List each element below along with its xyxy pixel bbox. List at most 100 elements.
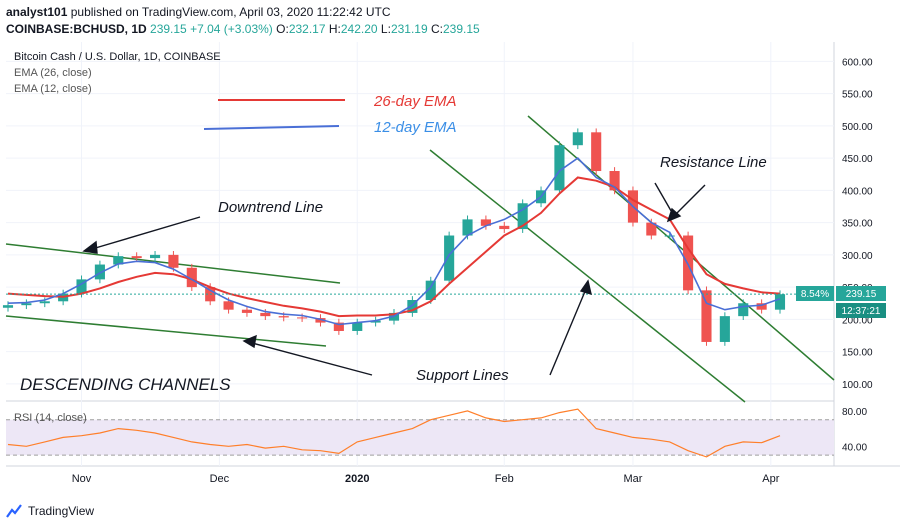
price-tick-label: 600.00 [842,57,873,68]
resistance-arrowhead [666,207,682,223]
symbol-label[interactable]: COINBASE:BCHUSD, 1D [6,22,147,36]
footer: TradingView [0,500,300,524]
legend-ema26[interactable]: EMA (26, close) [14,67,92,79]
change-badge-text: 8.54% [801,289,829,300]
candle-body[interactable] [407,300,418,313]
price-axis[interactable]: 600.00 550.00 500.00 450.00 400.00 350.00 300.… [842,57,873,391]
price-tick-label: 350.00 [842,219,873,230]
candle-body[interactable] [352,322,363,331]
candle-body[interactable] [756,303,767,310]
change-badge [796,286,834,301]
price-tick-label: 200.00 [842,315,873,326]
open-value: 232.17 [288,22,326,36]
time-tick-label: Mar [623,473,642,485]
candle-body[interactable] [646,222,657,236]
price-tick-label: 500.00 [842,122,873,133]
support-arrow-right [549,288,587,376]
candle-body[interactable] [444,235,455,281]
candle-body[interactable] [113,256,124,265]
candle-body[interactable] [223,301,234,310]
rsi-series[interactable] [7,408,781,458]
candle-body[interactable] [94,264,105,280]
candle-body[interactable] [499,225,510,230]
price-tick-label: 150.00 [842,348,873,359]
ema12-series[interactable] [7,157,781,326]
grid [6,42,834,466]
time-tick-label: Feb [495,473,514,485]
downtrend-arrowhead [82,240,98,254]
candle-body[interactable] [480,219,491,226]
candle-body[interactable] [517,203,528,230]
candle-body[interactable] [149,254,161,259]
lower-channel-line[interactable] [5,315,327,347]
support-arrowhead-right [579,279,592,296]
price-tick-label: 100.00 [842,380,873,391]
candle-body[interactable] [39,301,50,304]
legend-ema12[interactable]: EMA (12, close) [14,83,92,95]
candle-body[interactable] [664,235,675,237]
time-tick-label: 2020 [345,473,369,485]
high-value: 242.20 [340,22,378,36]
price-pane[interactable] [6,42,834,400]
open-label: O: [276,22,289,36]
ohlc-line: COINBASE:BCHUSD, 1D 239.15 +7.04 (+3.03%… [6,22,480,36]
brand-label[interactable]: TradingView [28,504,95,518]
time-axis[interactable]: Nov Dec 2020 Feb Mar Apr [72,473,780,485]
candle-body[interactable] [297,317,308,319]
countdown-badge [836,303,886,318]
ema26-series[interactable] [7,176,781,318]
high-label: H: [328,22,341,36]
candle-body[interactable] [21,303,32,306]
candle-body[interactable] [701,290,712,342]
candle-body[interactable] [131,256,142,259]
candle-body[interactable] [260,312,271,317]
resistance-arrow [673,184,706,217]
candle-body[interactable] [333,322,344,331]
resistance-label: Resistance Line [660,154,767,171]
candle-body[interactable] [719,316,730,342]
candle-body[interactable] [168,254,179,268]
candle-body[interactable] [572,132,583,146]
candle-body[interactable] [591,132,602,172]
rsi-legend[interactable]: RSI (14, close) [14,412,87,424]
candle-body[interactable] [278,316,289,318]
candle-body[interactable] [609,171,620,191]
candle-body[interactable] [554,145,565,191]
rsi-band [6,419,834,456]
price-tick-label: 400.00 [842,186,873,197]
price-tick-label: 550.00 [842,90,873,101]
candle-body[interactable] [774,294,786,310]
chart-header: analyst101 published on TradingView.com,… [0,0,900,42]
last-price: 239.15 [150,22,187,36]
price-change: +7.04 (+3.03%) [190,22,273,36]
author-name[interactable]: analyst101 [6,5,68,19]
candle-body[interactable] [315,318,326,323]
candle-body[interactable] [738,303,749,317]
support-label: Support Lines [416,367,509,384]
candle-body[interactable] [370,320,381,323]
low-label: L: [380,22,391,36]
last-price-badge [836,286,886,301]
time-tick-label: Nov [72,473,92,485]
publish-text: published on TradingView.com, April 03, … [70,5,391,19]
rsi-axis[interactable]: 80.00 40.00 [842,407,867,453]
support-line[interactable] [429,149,746,403]
last-price-badge-text: 239.15 [846,289,877,300]
price-tick-label: 450.00 [842,154,873,165]
candle-body[interactable] [76,279,87,294]
close-label: C: [430,22,443,36]
ema26-key-label: 26-day EMA [373,93,457,110]
candle-body[interactable] [186,267,197,288]
time-tick-label: Dec [210,473,230,485]
publish-line: analyst101 published on TradingView.com,… [6,5,391,19]
candle-body[interactable] [241,309,253,313]
candle-body[interactable] [425,280,436,301]
candle-body[interactable] [2,305,14,308]
countdown-badge-text: 12:37:21 [842,306,881,317]
ema12-key-label: 12-day EMA [374,119,457,136]
rsi-tick-label: 40.00 [842,442,867,453]
candle-body[interactable] [462,219,473,236]
tradingview-logo-icon[interactable] [6,503,24,519]
rsi-tick-label: 80.00 [842,407,867,418]
